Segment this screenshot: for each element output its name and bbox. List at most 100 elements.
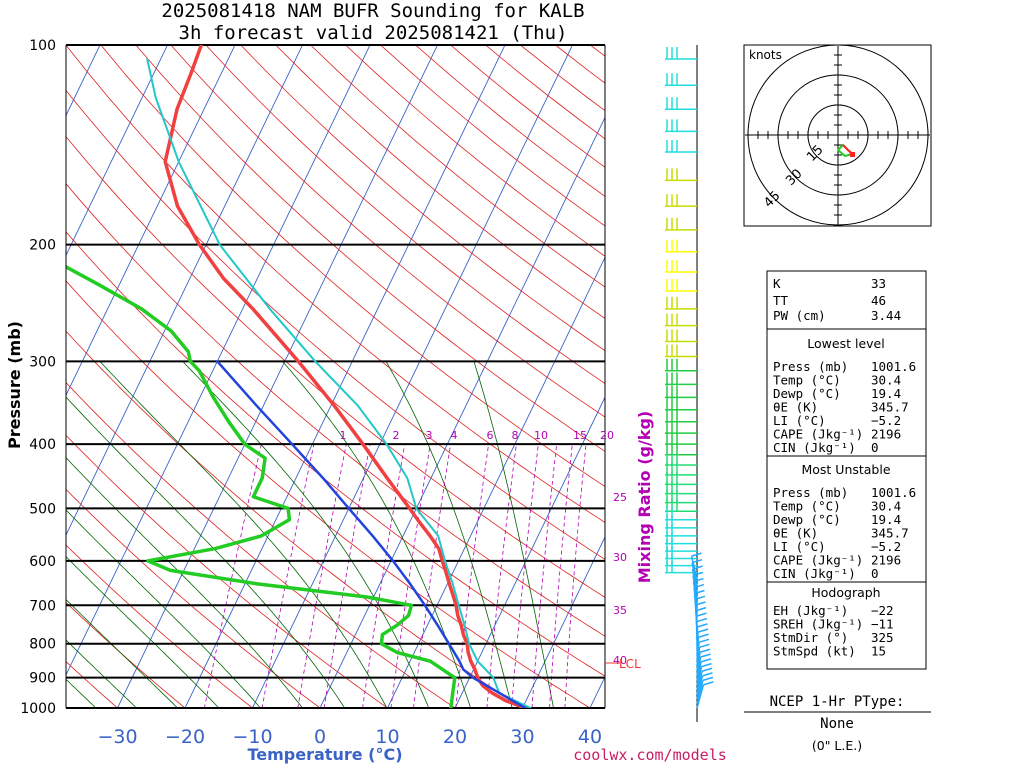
wind-barb xyxy=(665,499,697,513)
dry-adiabat xyxy=(66,601,186,708)
dry-adiabat xyxy=(66,381,456,708)
most-unstable-row-label: Temp (°C) xyxy=(773,499,841,514)
temperature-tick-labels: −30 −20 −10 0 10 20 30 40 xyxy=(97,726,602,748)
wind-barb-staff xyxy=(696,652,701,677)
wind-barb-staff xyxy=(696,661,702,686)
wind-barb xyxy=(665,372,697,386)
isotherm xyxy=(66,45,303,537)
dry-adiabat xyxy=(66,89,605,560)
wind-barb-flag xyxy=(696,617,708,623)
mixing-ratio-tick-label: 35 xyxy=(613,604,627,617)
index-tt-value: 46 xyxy=(871,293,886,308)
mixing-ratio-tick-label: 8 xyxy=(512,429,519,442)
mixing-ratio-line xyxy=(564,444,587,708)
most-unstable-row-value: −5.2 xyxy=(871,539,901,554)
index-pw-value: 3.44 xyxy=(871,308,901,323)
hodograph: knots 15 30 45 xyxy=(743,44,932,227)
wind-barb xyxy=(665,560,697,574)
hodograph-stats-rows: EH (Jkg⁻¹) −22 SREH (Jkg⁻¹) −11 StmDir (°) 32… xyxy=(773,603,894,659)
moist-adiabat xyxy=(182,361,430,708)
dewpoint-profile xyxy=(66,264,457,708)
wind-barb-flag xyxy=(694,595,706,601)
dry-adiabat xyxy=(66,434,389,708)
moist-adiabat xyxy=(66,509,262,708)
wind-barb-flag xyxy=(695,606,707,612)
pressure-tick-label: 700 xyxy=(29,598,56,614)
dry-adiabat xyxy=(66,280,591,708)
wind-barb-flag xyxy=(696,612,707,617)
mixing-ratio-line xyxy=(297,444,347,708)
lowest-level-row-label: Press (mb) xyxy=(773,359,848,374)
chart-title: 2025081418 NAM BUFR Sounding for KALB xyxy=(161,0,584,22)
moist-adiabat xyxy=(66,599,179,708)
pressure-tick-label: 100 xyxy=(29,38,56,54)
wind-barb xyxy=(665,421,697,434)
wind-barb xyxy=(696,667,713,695)
chart-subtitle: 3h forecast valid 2025081421 (Thu) xyxy=(179,22,568,44)
lowest-level-row-label: CAPE (Jkg⁻¹) xyxy=(773,427,863,442)
lowest-level-rows: Press (mb) 1001.6 Temp (°C) 30.4 Dewp (°C) 19… xyxy=(773,359,916,455)
isotherm xyxy=(66,45,168,257)
lowest-level-row-label: Dewp (°C) xyxy=(773,386,841,401)
wind-barb xyxy=(665,194,697,207)
mixing-ratio-line xyxy=(203,444,262,708)
isotherm xyxy=(454,396,605,708)
wind-barb xyxy=(665,515,697,529)
lowest-level-row-value: 345.7 xyxy=(871,400,909,415)
wind-barb xyxy=(665,539,697,552)
hodograph-units-label: knots xyxy=(749,48,782,62)
most-unstable-row-label: LI (°C) xyxy=(773,539,826,554)
isotherm xyxy=(66,45,236,397)
index-k-label: K xyxy=(773,276,781,291)
mixing-ratio-tick-label: 25 xyxy=(613,491,627,504)
ptype-title: NCEP 1-Hr PType: xyxy=(770,694,905,710)
wind-barb xyxy=(665,119,697,133)
dry-adiabat xyxy=(66,183,605,637)
wind-barb-flag xyxy=(693,583,705,589)
mixing-ratio-tick-labels: 1 2 3 4 6 8 10 15 20 25 30 35 40 xyxy=(340,429,628,667)
temperature-tick-label: 20 xyxy=(443,726,467,748)
wind-barb-flag xyxy=(695,601,706,606)
hodograph-stats-row-value: 325 xyxy=(871,630,894,645)
wind-barb xyxy=(665,260,697,273)
wind-barb xyxy=(665,523,697,537)
hodograph-stats-row-label: EH (Jkg⁻¹) xyxy=(773,603,848,618)
most-unstable-rows: Press (mb) 1001.6 Temp (°C) 30.4 Dewp (°C) 19… xyxy=(773,485,916,581)
moist-adiabat xyxy=(66,678,97,708)
index-pw-label: PW (cm) xyxy=(773,308,826,323)
ptype-note: (0" L.E.) xyxy=(812,738,862,753)
lowest-level-row-label: CIN (Jkg⁻¹) xyxy=(773,440,856,455)
reference-lines xyxy=(66,45,605,708)
wind-barb xyxy=(665,47,697,60)
mixing-ratio-label: Mixing Ratio (g/kg) xyxy=(635,411,654,583)
mixing-ratio-tick-label: 40 xyxy=(613,654,627,667)
most-unstable-row-label: θE (K) xyxy=(773,526,818,541)
mixing-ratio-tick-label: 1 xyxy=(340,429,347,442)
wind-barb xyxy=(665,239,697,253)
dry-adiabat xyxy=(170,45,605,418)
wind-barb-staff xyxy=(696,675,704,700)
index-tt-label: TT xyxy=(773,293,789,308)
x-axis-label: Temperature (°C) xyxy=(247,745,402,764)
pressure-tick-label: 900 xyxy=(29,671,56,687)
mixing-ratio-line xyxy=(511,444,539,708)
mixing-ratio-line xyxy=(531,444,558,708)
mixing-ratio-line xyxy=(261,444,315,708)
lowest-level-row-value: −5.2 xyxy=(871,413,901,428)
wind-barb xyxy=(665,329,697,343)
wind-barb xyxy=(665,217,697,231)
dry-adiabat xyxy=(275,45,605,319)
isotherm xyxy=(319,116,605,708)
pressure-tick-label: 400 xyxy=(29,437,56,453)
wind-barbs xyxy=(665,47,714,709)
pressure-tick-label: 200 xyxy=(29,238,56,254)
isotherm xyxy=(66,45,371,676)
lowest-level-row-value: 1001.6 xyxy=(871,359,916,374)
most-unstable-row-label: CIN (Jkg⁻¹) xyxy=(773,566,856,581)
wind-barb-staff xyxy=(696,684,705,709)
lcl-label: LCL xyxy=(619,657,641,671)
mixing-ratio-line xyxy=(455,444,489,708)
dry-adiabat xyxy=(135,45,605,452)
lowest-level-row-label: LI (°C) xyxy=(773,413,826,428)
